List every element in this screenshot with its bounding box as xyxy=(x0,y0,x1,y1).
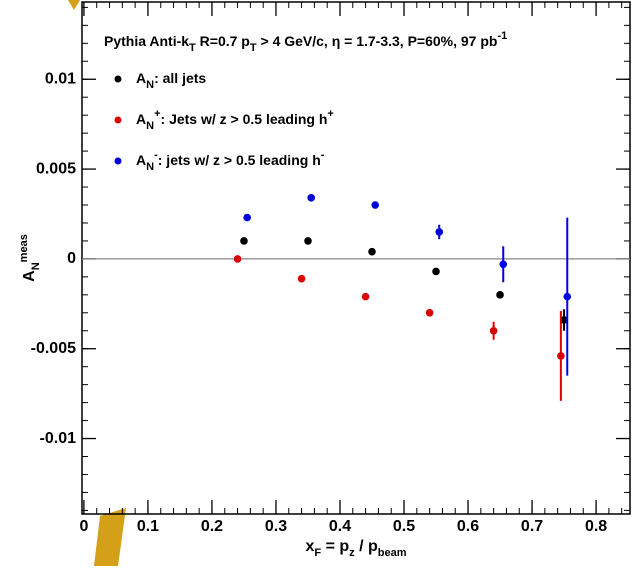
data-point xyxy=(243,213,251,222)
legend-label-part: A xyxy=(136,70,146,86)
x-axis-label-part: / p xyxy=(355,538,378,555)
legend-label-part: N xyxy=(146,161,154,173)
x-axis-label: xF = pz / pbeam xyxy=(305,538,406,559)
legend-label-part: N xyxy=(146,120,154,132)
x-tick-label: 0.1 xyxy=(137,518,159,535)
data-point xyxy=(432,267,440,276)
y-tick-label: 0.005 xyxy=(36,160,76,177)
legend-marker xyxy=(114,75,122,83)
legend-marker xyxy=(114,157,122,165)
chart-title-part: T xyxy=(250,42,257,54)
x-tick-label: 0.2 xyxy=(201,518,223,535)
data-point xyxy=(361,292,370,301)
chart-title-part: R=0.7 p xyxy=(196,33,250,49)
data-point xyxy=(368,247,376,256)
chart-title-part: -1 xyxy=(497,30,507,42)
data-point xyxy=(489,326,498,335)
legend-label-part: A xyxy=(136,111,146,127)
data-point xyxy=(233,255,242,263)
chart-title-part: > 4 GeV/c, η = 1.7-3.3, P=60%, 97 pb xyxy=(257,33,498,49)
y-axis-label-part: A xyxy=(21,270,38,282)
legend-label-part: : jets w/ z > 0.5 leading h xyxy=(158,152,321,168)
legend-label-part: - xyxy=(154,149,158,161)
legend-label-part: : all jets xyxy=(154,70,206,86)
x-tick-label: 0.3 xyxy=(265,518,287,535)
legend-label-part: + xyxy=(154,108,160,120)
legend-label-part: A xyxy=(136,152,146,168)
chart-title-part: T xyxy=(189,42,196,54)
x-tick-label: 0.8 xyxy=(585,518,607,535)
y-tick-label: -0.01 xyxy=(40,430,77,447)
y-tick-label: -0.005 xyxy=(31,340,76,357)
data-point xyxy=(297,274,306,283)
x-axis-label-part: z xyxy=(349,547,355,559)
data-point xyxy=(563,292,572,301)
plot-frame xyxy=(81,1,631,515)
legend-label-part: + xyxy=(327,108,333,120)
data-point xyxy=(240,237,248,245)
y-tick-label: 0.01 xyxy=(45,70,76,87)
y-axis-label-part: N xyxy=(30,262,42,270)
chart-title: Pythia Anti-kT R=0.7 pT > 4 GeV/c, η = 1… xyxy=(104,30,507,54)
x-axis-label-part: F xyxy=(314,547,321,559)
legend-label-part: - xyxy=(321,149,325,161)
legend-label: AN: all jets xyxy=(136,70,206,91)
legend-label-part: : Jets w/ z > 0.5 leading h xyxy=(161,111,328,127)
y-tick-label: 0 xyxy=(67,250,76,267)
data-point xyxy=(435,228,444,236)
y-axis-label-part: meas xyxy=(18,234,30,262)
data-point xyxy=(304,237,312,245)
data-point xyxy=(371,201,380,209)
y-axis-label: ANmeas xyxy=(18,234,42,282)
x-tick-label: 0.7 xyxy=(521,518,543,535)
legend-label: AN-: jets w/ z > 0.5 leading h- xyxy=(136,149,325,173)
decoration xyxy=(94,508,126,566)
data-point xyxy=(560,316,568,324)
x-tick-label: 0.4 xyxy=(329,518,351,535)
data-point xyxy=(307,194,315,202)
data-point xyxy=(557,352,565,360)
legend-label-part: N xyxy=(146,79,154,91)
chart-title-part: Pythia Anti-k xyxy=(104,33,189,49)
x-axis-label-part: beam xyxy=(378,547,407,559)
x-axis-label-part: = p xyxy=(321,538,349,555)
x-axis-label-part: x xyxy=(305,538,314,555)
legend-label: AN+: Jets w/ z > 0.5 leading h+ xyxy=(136,108,334,132)
x-tick-label: 0.5 xyxy=(393,518,415,535)
data-point xyxy=(499,260,508,269)
x-tick-label: 0.6 xyxy=(457,518,479,535)
data-point xyxy=(496,291,504,299)
legend-marker xyxy=(114,116,122,124)
data-point xyxy=(425,308,434,317)
x-tick-label: 0 xyxy=(79,518,88,535)
decoration xyxy=(68,0,80,10)
